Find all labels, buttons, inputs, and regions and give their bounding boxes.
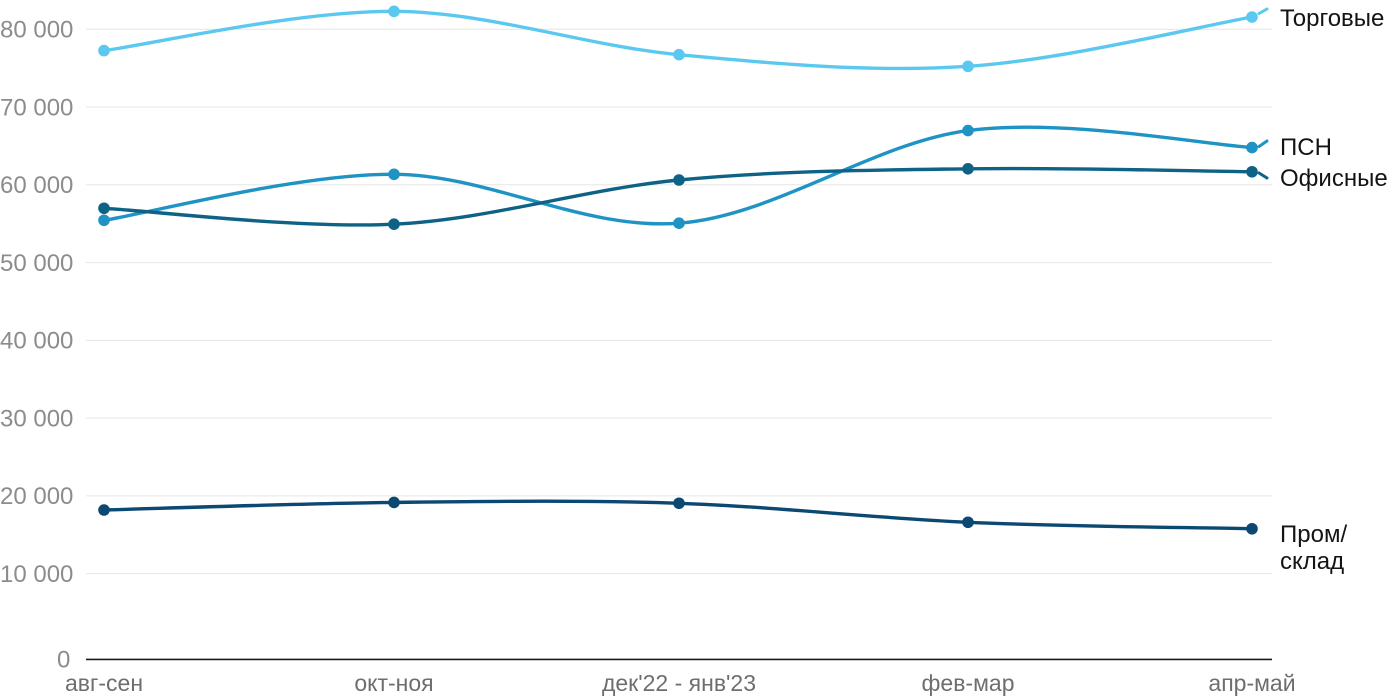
svg-text:ПСН: ПСН xyxy=(1280,134,1332,161)
svg-text:фев-мар: фев-мар xyxy=(922,670,1015,696)
svg-text:окт-ноя: окт-ноя xyxy=(354,670,433,696)
svg-text:30 000: 30 000 xyxy=(0,405,73,432)
svg-text:авг-сен: авг-сен xyxy=(65,670,143,696)
svg-text:10 000: 10 000 xyxy=(0,561,73,588)
svg-text:50 000: 50 000 xyxy=(0,250,73,277)
svg-text:20 000: 20 000 xyxy=(0,483,73,510)
svg-text:дек'22 - янв'23: дек'22 - янв'23 xyxy=(602,670,756,696)
svg-text:40 000: 40 000 xyxy=(0,328,73,355)
svg-text:Торговые: Торговые xyxy=(1280,5,1384,32)
svg-text:Пром/: Пром/ xyxy=(1280,521,1347,548)
svg-text:апр-май: апр-май xyxy=(1208,670,1295,696)
svg-text:80 000: 80 000 xyxy=(0,17,73,44)
svg-text:70 000: 70 000 xyxy=(0,94,73,121)
svg-text:склад: склад xyxy=(1280,548,1344,575)
svg-text:Офисные: Офисные xyxy=(1280,165,1388,192)
svg-text:60 000: 60 000 xyxy=(0,172,73,199)
